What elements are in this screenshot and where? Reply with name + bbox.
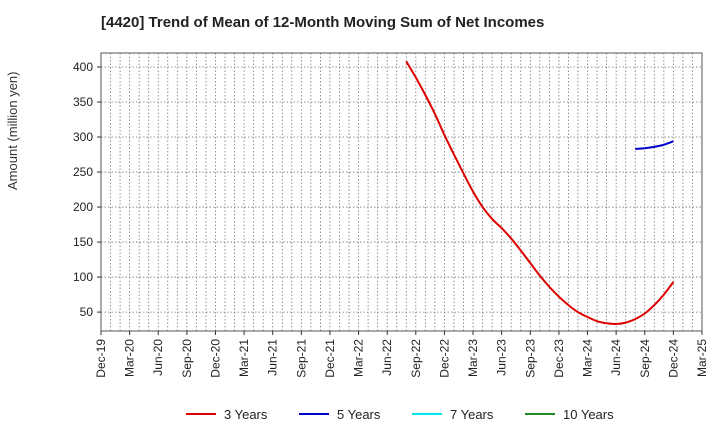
y-tick-label: 350 xyxy=(73,95,93,109)
y-tick-label: 50 xyxy=(80,305,94,319)
grid xyxy=(100,53,703,331)
x-tick-label: Mar-23 xyxy=(466,339,480,377)
y-tick-label: 300 xyxy=(73,130,93,144)
chart-title: [4420] Trend of Mean of 12-Month Moving … xyxy=(101,14,545,31)
y-tick-label: 100 xyxy=(73,270,93,284)
x-tick-label: Jun-23 xyxy=(495,339,509,376)
x-tick-label: Dec-21 xyxy=(323,339,337,378)
x-tick-label: Dec-23 xyxy=(552,339,566,378)
x-tick-label: Mar-21 xyxy=(237,339,251,377)
x-tick-label: Jun-22 xyxy=(380,339,394,376)
series-line xyxy=(635,140,674,150)
x-tick-label: Dec-19 xyxy=(94,339,108,378)
x-tick-label: Jun-24 xyxy=(609,339,623,376)
y-ticks: 50 100 150 200 250 300 350 400 xyxy=(73,60,101,319)
x-tick-label: Mar-25 xyxy=(695,339,709,377)
legend-label: 5 Years xyxy=(337,407,381,422)
legend: 3 Years 5 Years 7 Years 10 Years xyxy=(186,407,614,422)
x-tick-label: Mar-22 xyxy=(352,339,366,377)
x-tick-label: Mar-24 xyxy=(581,339,595,377)
x-tick-label: Dec-24 xyxy=(666,339,680,378)
x-tick-label: Dec-20 xyxy=(208,339,222,378)
series-lines xyxy=(405,60,675,326)
x-tick-label: Sep-24 xyxy=(638,339,652,378)
y-tick-label: 200 xyxy=(73,200,93,214)
x-tick-label: Sep-23 xyxy=(523,339,537,378)
legend-label: 10 Years xyxy=(563,407,614,422)
x-tick-label: Jun-20 xyxy=(151,339,165,376)
x-tick-label: Sep-20 xyxy=(180,339,194,378)
x-tick-label: Jun-21 xyxy=(266,339,280,376)
x-tick-label: Dec-22 xyxy=(437,339,451,378)
x-tick-label: Mar-20 xyxy=(123,339,137,377)
legend-label: 7 Years xyxy=(450,407,494,422)
x-ticks: Dec-19 Mar-20 Jun-20 Sep-20 Dec-20 Mar-21 Jun-… xyxy=(94,331,709,378)
x-tick-label: Sep-21 xyxy=(294,339,308,378)
series-line xyxy=(405,60,675,326)
y-tick-label: 400 xyxy=(73,60,93,74)
y-tick-label: 250 xyxy=(73,165,93,179)
plot-frame xyxy=(100,52,703,332)
legend-label: 3 Years xyxy=(224,407,268,422)
x-tick-label: Sep-22 xyxy=(409,339,423,378)
y-tick-label: 150 xyxy=(73,235,93,249)
